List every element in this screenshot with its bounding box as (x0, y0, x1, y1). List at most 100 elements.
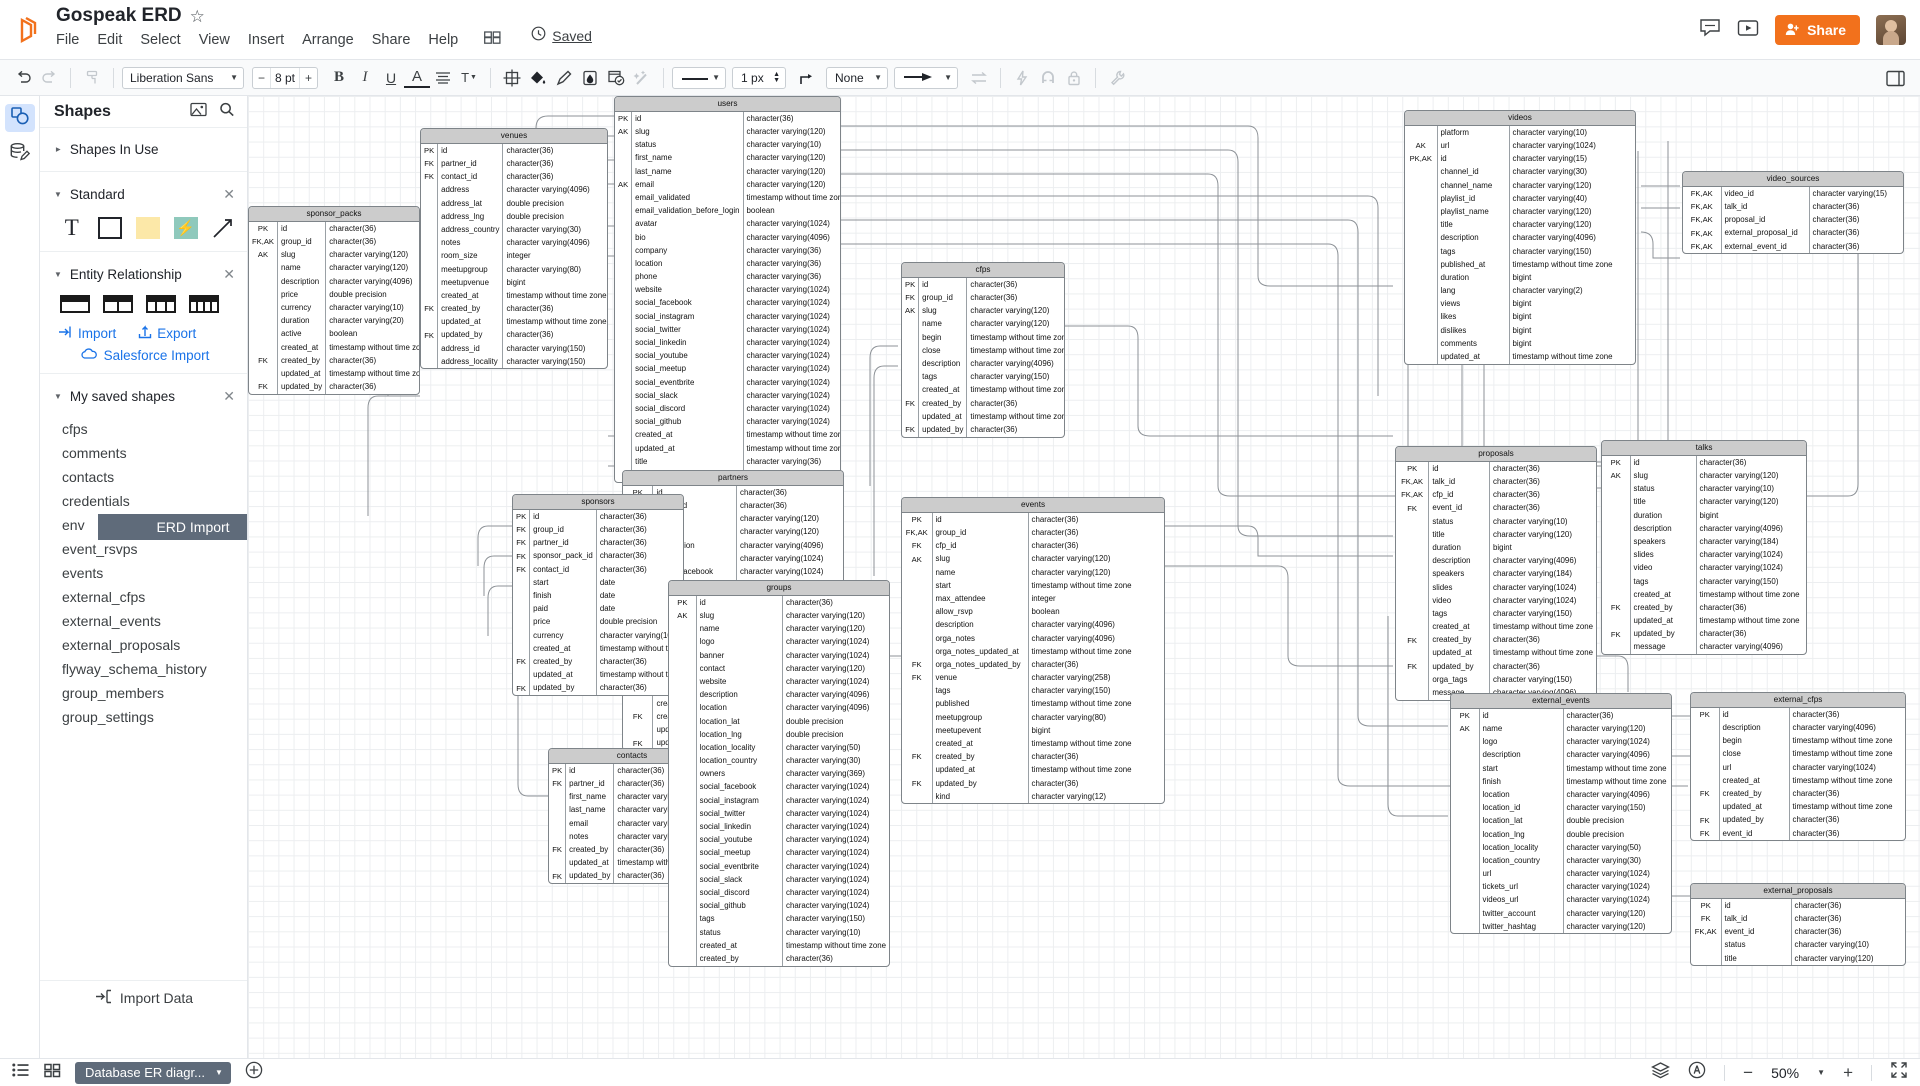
saved-shape-item[interactable]: group_settings (62, 709, 154, 725)
swap-arrows-icon[interactable] (966, 66, 992, 90)
erd-column-row[interactable]: status character varying(10) (615, 138, 840, 152)
erd-column-row[interactable]: address_lng double precision (421, 210, 607, 224)
erd-column-row[interactable]: url character varying(1024) (1691, 761, 1905, 775)
erd-column-row[interactable]: meetupgroup character varying(80) (421, 262, 607, 277)
line-width-select[interactable]: 1 px ▲ ▼ (732, 66, 787, 89)
format-paint-icon[interactable] (79, 66, 105, 90)
plus-circle-icon[interactable] (245, 1061, 263, 1084)
export-button[interactable]: Export (138, 325, 196, 342)
erd-column-row[interactable]: owners character varying(369) (669, 767, 889, 781)
erd-column-row[interactable]: created_by character(36) (669, 952, 889, 966)
close-icon[interactable]: ✕ (223, 266, 235, 282)
erd-column-row[interactable]: FK orga_notes_updated_by character(36) (902, 658, 1164, 672)
erd-column-row[interactable]: published_at timestamp without time zone (1405, 258, 1635, 272)
er-entity-4col[interactable] (189, 295, 219, 313)
erd-column-row[interactable]: FK group_id character(36) (902, 291, 1064, 305)
erd-column-row[interactable]: FK event_id character(36) (1691, 826, 1905, 841)
erd-column-row[interactable]: last_name character varying(120) (549, 803, 715, 817)
chevron-down-icon[interactable]: ▼ (1817, 1068, 1826, 1077)
font-size-stepper[interactable]: − 8 pt + (252, 66, 319, 89)
shape-sticky-note[interactable] (135, 215, 160, 241)
erd-column-row[interactable]: address_id character varying(150) (421, 342, 607, 356)
erd-column-row[interactable]: location_country character varying(30) (1451, 854, 1671, 868)
menu-item-edit[interactable]: Edit (97, 32, 123, 48)
erd-column-row[interactable]: location character varying(4096) (669, 701, 889, 715)
erd-column-row[interactable]: FK,AK talk_id character(36) (1396, 475, 1596, 489)
erd-column-row[interactable]: location character varying(4096) (1451, 788, 1671, 802)
avatar[interactable] (1876, 15, 1906, 45)
erd-column-row[interactable]: location_lat double precision (1451, 814, 1671, 828)
erd-column-row[interactable]: meetupevent bigint (902, 724, 1164, 738)
erd-column-row[interactable]: location_country character varying(30) (669, 754, 889, 768)
page-tab[interactable]: Database ER diagr... ▼ (75, 1061, 231, 1084)
text-options-icon[interactable]: T ▼ (461, 70, 477, 85)
shadow-drop-icon[interactable] (577, 66, 603, 90)
erd-column-row[interactable]: duration character varying(20) (249, 314, 419, 328)
erd-column-row[interactable]: title character varying(120) (1405, 218, 1635, 232)
saved-shape-item[interactable]: events (62, 565, 104, 581)
erd-column-row[interactable]: begin timestamp without time zone (1691, 734, 1905, 748)
chevron-down-icon[interactable]: ▼ (54, 270, 62, 279)
saved-shape-item[interactable]: comments (62, 445, 127, 461)
right-panel-icon[interactable] (1882, 66, 1908, 90)
erd-column-row[interactable]: FK cfp_id character(36) (902, 539, 1164, 553)
search-icon[interactable] (219, 102, 235, 122)
erd-table[interactable]: venues PK id character(36) FK partner_id chara… (420, 128, 608, 370)
section-shapes-in-use[interactable]: ▼ Shapes In Use (40, 128, 247, 172)
erd-column-row[interactable]: FK talk_id character(36) (1691, 912, 1905, 926)
bold-button[interactable]: B (326, 66, 352, 90)
erd-column-row[interactable]: location_lat double precision (669, 714, 889, 729)
erd-column-row[interactable]: FK contact_id character(36) (513, 563, 683, 577)
erd-column-row[interactable]: FK group_id character(36) (513, 523, 683, 537)
erd-column-row[interactable]: slides character varying(1024) (1396, 580, 1596, 595)
erd-column-row[interactable]: social_facebook character varying(1024) (615, 296, 840, 311)
erd-column-row[interactable]: channel_id character varying(30) (1405, 165, 1635, 179)
grid-view-icon[interactable] (44, 1063, 61, 1083)
theme-check-icon[interactable] (603, 66, 629, 90)
erd-column-row[interactable]: status character varying(10) (1396, 515, 1596, 529)
saved-shape-item[interactable]: group_members (62, 685, 164, 701)
erd-column-row[interactable]: banner character varying(1024) (669, 649, 889, 663)
bolt-icon[interactable] (1009, 66, 1035, 90)
erd-column-row[interactable]: AK url character varying(1024) (1405, 139, 1635, 153)
line-route-icon[interactable] (794, 66, 820, 90)
erd-column-row[interactable]: FK,AK event_id character(36) (1691, 925, 1905, 939)
end-marker-select[interactable]: ▼ (894, 66, 959, 89)
erd-table[interactable]: external_proposals PK id character(36) FK tal… (1690, 883, 1906, 967)
erd-column-row[interactable]: likes bigint (1405, 310, 1635, 325)
erd-column-row[interactable]: close timestamp without time zone (902, 344, 1064, 358)
erd-column-row[interactable]: website character varying(1024) (615, 283, 840, 297)
erd-column-row[interactable]: tags character varying(150) (669, 912, 889, 926)
erd-column-row[interactable]: FK,AK cfp_id character(36) (1396, 488, 1596, 502)
magic-wand-icon[interactable] (629, 66, 655, 90)
erd-column-row[interactable]: PK id character(36) (902, 278, 1064, 292)
erd-column-row[interactable]: email character varying(120) (549, 817, 715, 831)
save-status[interactable]: Saved (531, 26, 592, 46)
zoom-in-button[interactable]: + (1843, 1063, 1853, 1082)
